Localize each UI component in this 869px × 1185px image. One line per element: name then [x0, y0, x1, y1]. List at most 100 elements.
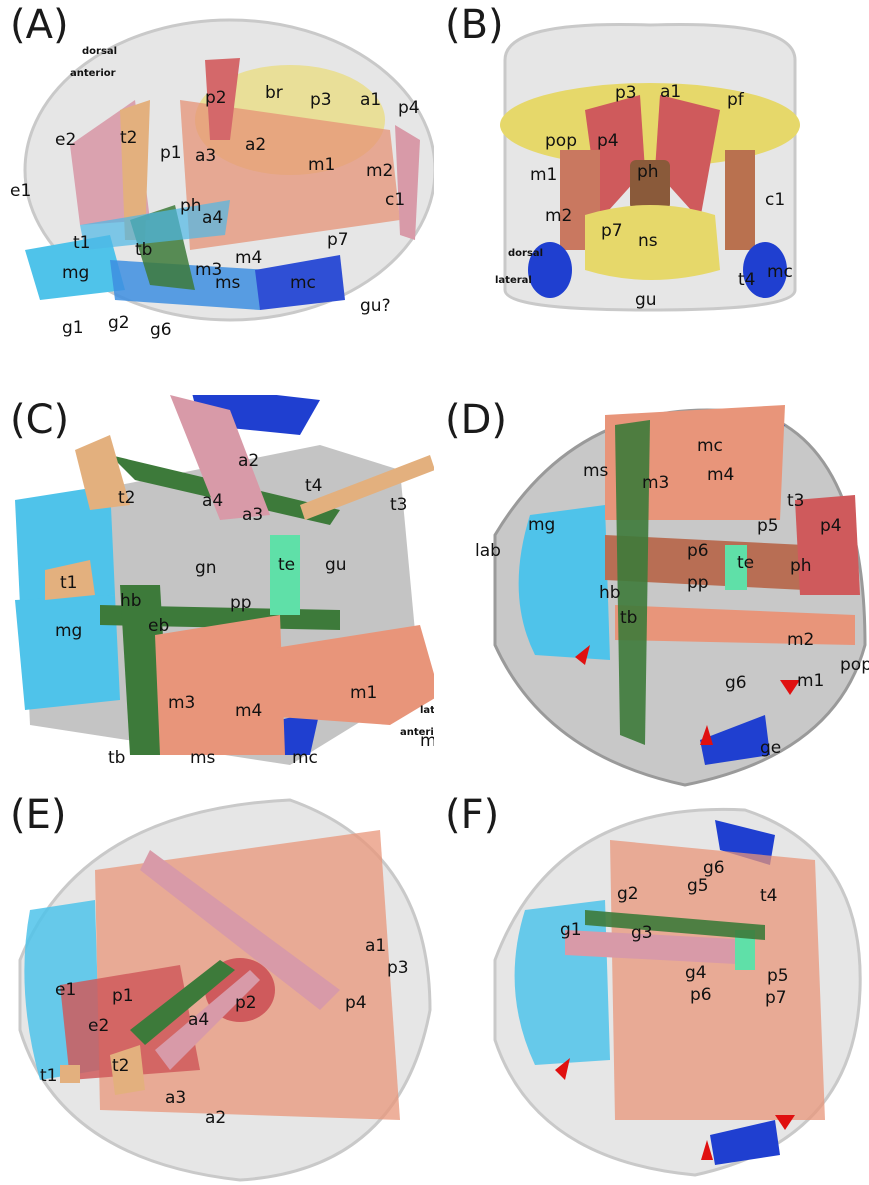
meckel-mc-left — [528, 242, 572, 298]
label-br: br — [265, 83, 283, 103]
label-a2: a2 — [245, 135, 267, 155]
label-mg: mg — [62, 263, 90, 283]
label-p3: p3 — [387, 958, 409, 978]
label-a3: a3 — [242, 505, 264, 525]
label-c1: c1 — [385, 190, 406, 210]
label-tb: tb — [135, 240, 153, 260]
label-p1: p1 — [160, 143, 182, 163]
label-m2: m2 — [420, 731, 434, 751]
label-te: te — [737, 553, 755, 573]
label-m4: m4 — [235, 248, 263, 268]
label-m1: m1 — [308, 155, 336, 175]
label-gn: gn — [195, 558, 217, 578]
panel-title: (D) — [445, 397, 508, 443]
label-a4: a4 — [202, 491, 224, 511]
label-g5: g5 — [687, 876, 709, 896]
label-g6: g6 — [150, 320, 172, 340]
label-te: te — [278, 555, 296, 575]
cartilage-mg-lower — [15, 595, 120, 710]
pharynx-ph — [630, 160, 670, 210]
label-p6: p6 — [687, 541, 709, 561]
label-ph: ph — [637, 162, 659, 182]
tendon-t1 — [60, 1065, 80, 1083]
label-g6: g6 — [725, 673, 747, 693]
label-p1: p1 — [112, 986, 134, 1006]
label-m3: m3 — [642, 473, 670, 493]
label-e2: e2 — [88, 1016, 110, 1036]
label-t4: t4 — [760, 886, 778, 906]
label-a1: a1 — [365, 936, 387, 956]
muscle-m2 — [615, 605, 855, 645]
branchial — [585, 910, 765, 940]
label-ge: ge — [760, 738, 782, 758]
meckel-mc-bottom — [700, 715, 770, 765]
element-te — [735, 930, 755, 970]
label-p7: p7 — [601, 221, 623, 241]
cartilage-band — [80, 200, 230, 250]
label-ms: ms — [215, 273, 241, 293]
panel-title: (C) — [10, 397, 70, 443]
axis-label-anterior: anterior — [400, 727, 434, 738]
brain — [500, 83, 800, 167]
label-pp: pp — [230, 593, 252, 613]
label-t4: t4 — [738, 270, 756, 290]
label-a4: a4 — [188, 1010, 210, 1030]
label-m3: m3 — [195, 260, 223, 280]
panel-c-figure — [15, 395, 434, 765]
panel-d-figure — [493, 405, 867, 787]
label-p4: p4 — [398, 98, 420, 118]
label-p6: p6 — [690, 985, 712, 1005]
label-t3: t3 — [787, 491, 805, 511]
label-g1: g1 — [62, 318, 84, 338]
label-tb: tb — [108, 748, 126, 768]
label-a4: a4 — [202, 208, 224, 228]
panel-title: (E) — [10, 792, 67, 838]
label-p2: p2 — [235, 993, 257, 1013]
panel-title: (A) — [10, 2, 69, 48]
arrow-right — [775, 1115, 795, 1130]
tendon-t1 — [45, 560, 95, 600]
label-p4: p4 — [345, 993, 367, 1013]
label-mc: mc — [292, 748, 318, 768]
label-a1: a1 — [660, 82, 682, 102]
label-g4: g4 — [685, 963, 707, 983]
label-c1: c1 — [765, 190, 786, 210]
label-mc: mc — [767, 262, 793, 282]
label-e2: e2 — [55, 130, 77, 150]
label-g1: g1 — [560, 920, 582, 940]
label-mg: mg — [55, 621, 83, 641]
tendon-t3 — [300, 455, 434, 520]
muscle-adductor — [140, 850, 340, 1010]
label-e1: e1 — [55, 980, 77, 1000]
label-ms: ms — [190, 748, 216, 768]
label-t1: t1 — [73, 233, 91, 253]
arrow-left — [555, 1058, 570, 1080]
muscle-p4 — [795, 495, 860, 595]
axis-label-dorsal: dorsal — [508, 248, 544, 259]
label-p7: p7 — [327, 230, 349, 250]
label-m3: m3 — [168, 693, 196, 713]
branchial-tb — [120, 585, 170, 755]
axis-label-anterior: anterior — [70, 68, 116, 79]
arrow-bottom — [701, 1140, 713, 1160]
arrow-bottom — [700, 725, 713, 745]
label-mc: mc — [697, 436, 723, 456]
muscle-m3-m4 — [155, 615, 285, 755]
panel-f: (F) g6 g2 g5 t4 g1 g3 g4 p5 p6 p7 — [435, 790, 869, 1185]
label-g3: g3 — [631, 923, 653, 943]
panel-e-figure — [18, 798, 432, 1182]
meckel-mc-right — [743, 242, 787, 298]
panel-b: (B) dorsal lateral p3 a1 pf pop p4 m1 ph… — [435, 0, 869, 395]
cartilage-mg — [25, 235, 125, 300]
label-t2: t2 — [120, 128, 138, 148]
label-t2: t2 — [118, 488, 136, 508]
label-a2: a2 — [238, 451, 260, 471]
panel-e: (E) a1 p3 e1 p1 p2 p4 e2 a4 t1 t2 a3 a2 — [0, 790, 434, 1185]
label-m2: m2 — [787, 630, 815, 650]
label-m2: m2 — [545, 206, 573, 226]
label-m1: m1 — [350, 683, 378, 703]
label-a2: a2 — [205, 1108, 227, 1128]
panel-title: (B) — [445, 2, 504, 48]
label-t1: t1 — [60, 573, 78, 593]
muscle-m3-m4 — [605, 405, 785, 520]
